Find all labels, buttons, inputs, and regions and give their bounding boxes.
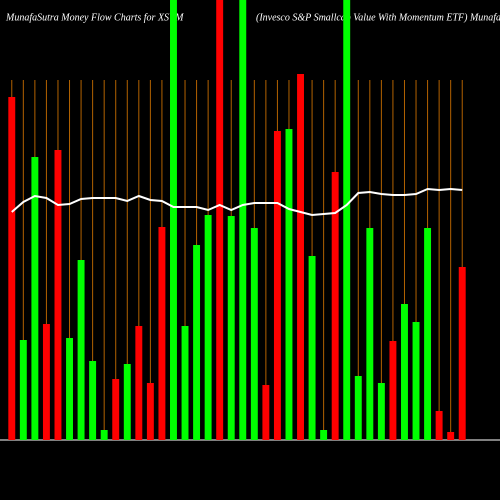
bar [458, 267, 466, 440]
bar [100, 430, 108, 440]
bar [77, 260, 85, 440]
price-line [11, 187, 463, 217]
bar [158, 227, 166, 440]
bar [424, 228, 432, 440]
chart-subtitle: (Invesco S&P Smallcap Value With Momentu… [256, 12, 500, 23]
bar [193, 245, 201, 440]
bar [343, 0, 351, 440]
bar [89, 361, 97, 440]
bar [54, 150, 62, 440]
bar [297, 74, 304, 440]
bar [19, 340, 27, 440]
bar [170, 0, 177, 440]
bar [401, 304, 408, 440]
bar [8, 97, 16, 440]
bar [320, 430, 328, 440]
bar [31, 157, 39, 440]
bar [112, 379, 120, 440]
bar [181, 326, 189, 440]
bar [377, 383, 385, 440]
bar [250, 228, 258, 440]
chart-title: MunafaSutra Money Flow Charts for XSVM [5, 12, 184, 23]
bar [239, 0, 247, 440]
bar [262, 385, 270, 440]
bar [354, 376, 362, 440]
bar [389, 341, 397, 440]
bar [123, 364, 131, 440]
bar [66, 338, 73, 440]
bar [227, 216, 235, 440]
bar [435, 411, 443, 440]
bar [366, 228, 374, 440]
bar [412, 322, 420, 440]
bar [308, 256, 316, 440]
bar [216, 0, 224, 440]
bar [42, 324, 50, 440]
bar [447, 432, 455, 440]
bar [273, 131, 281, 440]
bar [146, 383, 154, 440]
bar [204, 215, 212, 440]
bar [285, 129, 293, 440]
bar [331, 172, 339, 440]
bar [135, 326, 143, 440]
